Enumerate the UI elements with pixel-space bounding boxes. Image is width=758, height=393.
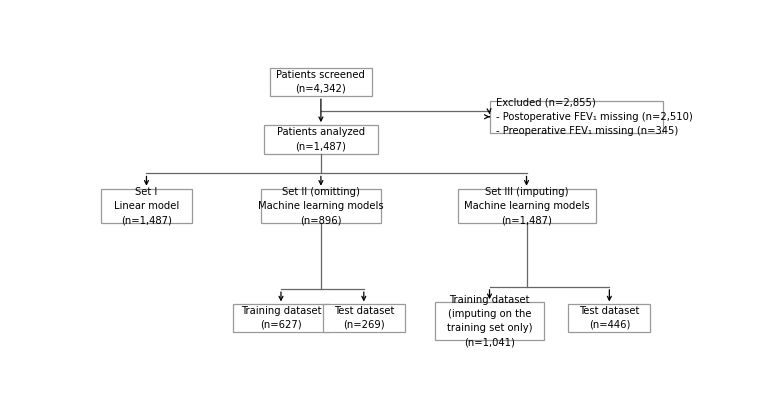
Text: Set I
Linear model
(n=1,487): Set I Linear model (n=1,487) (114, 187, 179, 225)
Text: Test dataset
(n=269): Test dataset (n=269) (334, 306, 394, 330)
FancyBboxPatch shape (264, 125, 378, 154)
FancyBboxPatch shape (490, 101, 663, 133)
FancyBboxPatch shape (568, 304, 650, 332)
FancyBboxPatch shape (435, 302, 543, 340)
Text: Set II (omitting)
Machine learning models
(n=896): Set II (omitting) Machine learning model… (258, 187, 384, 225)
FancyBboxPatch shape (101, 189, 192, 224)
FancyBboxPatch shape (458, 189, 596, 224)
FancyBboxPatch shape (323, 304, 405, 332)
Text: Patients analyzed
(n=1,487): Patients analyzed (n=1,487) (277, 127, 365, 151)
Text: Training dataset
(imputing on the
training set only)
(n=1,041): Training dataset (imputing on the traini… (446, 295, 532, 347)
Text: Test dataset
(n=446): Test dataset (n=446) (579, 306, 640, 330)
Text: Set III (imputing)
Machine learning models
(n=1,487): Set III (imputing) Machine learning mode… (464, 187, 589, 225)
Text: Training dataset
(n=627): Training dataset (n=627) (241, 306, 321, 330)
Text: Patients screened
(n=4,342): Patients screened (n=4,342) (277, 70, 365, 94)
FancyBboxPatch shape (233, 304, 330, 332)
FancyBboxPatch shape (261, 189, 381, 224)
Text: Excluded (n=2,855)
- Postoperative FEV₁ missing (n=2,510)
- Preoperative FEV₁ mi: Excluded (n=2,855) - Postoperative FEV₁ … (496, 98, 693, 136)
FancyBboxPatch shape (270, 68, 372, 96)
